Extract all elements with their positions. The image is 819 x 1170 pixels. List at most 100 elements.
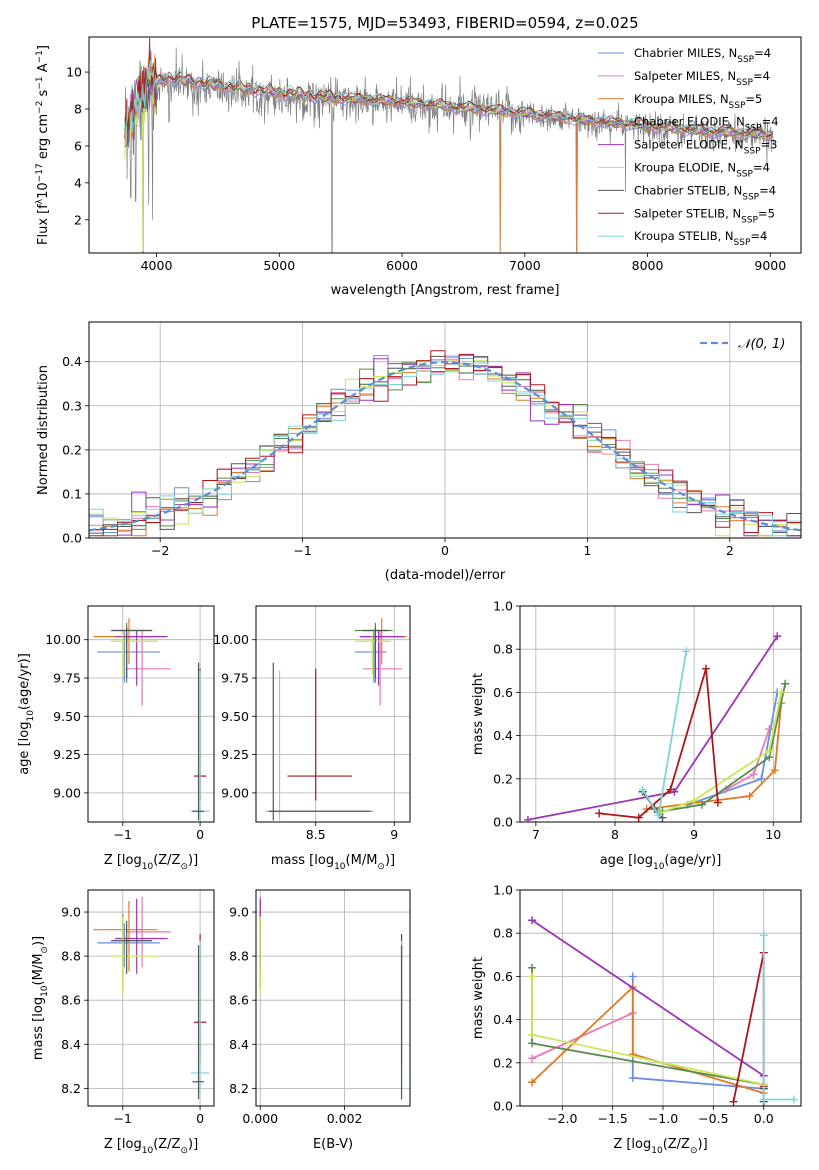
x-tick-label: 0 — [196, 1111, 204, 1126]
plot-area — [265, 618, 407, 821]
x-tick-label: 2 — [726, 543, 734, 558]
y-tick-label: 8.6 — [61, 993, 81, 1008]
model-spectrum-chabrier_stelib — [124, 65, 773, 139]
y-tick-label: 0.4 — [62, 354, 82, 369]
x-tick-label: 5000 — [263, 258, 295, 273]
mass-weight-line-salpeter_stelib — [732, 952, 765, 1102]
residuals-ylabel: Normed distribution — [36, 365, 51, 495]
x-tick-label: −1.0 — [648, 1111, 678, 1126]
x-tick-label: −1 — [114, 1111, 132, 1126]
legend-label-salpeter_miles: Salpeter MILES, NSSP=4 — [634, 69, 770, 88]
marker-salpeter_stelib — [702, 664, 711, 673]
mass-vs-ebv-panel: 0.000 0.002 8.2 8.4 8.6 8.8 9.0 E(B-V) — [229, 889, 411, 1152]
y-tick-label: 9.50 — [53, 709, 81, 724]
y-tick-label: 4 — [74, 175, 82, 190]
marker-kroupa_stelib — [759, 931, 768, 940]
marker-kroupa_miles — [770, 766, 779, 775]
y-tick-label: 9.75 — [53, 671, 81, 686]
y-tick-label: 8.4 — [61, 1037, 81, 1052]
axes-frame — [87, 889, 215, 1107]
legend-label-chabrier_miles: Chabrier MILES, NSSP=4 — [634, 46, 771, 65]
histogram-kroupa_stelib — [89, 362, 801, 537]
plot-area — [89, 350, 801, 537]
model-spectrum-kroupa_elodie — [124, 63, 774, 252]
y-tick-label: 8.2 — [229, 1081, 249, 1096]
y-tick-label: 0.4 — [493, 728, 513, 743]
age-vs-mass-panel: 8.5 9 9.00 9.25 9.50 9.75 10.00 mass [log10(M/M… — [213, 605, 411, 872]
marker-salpeter_stelib — [729, 1097, 738, 1106]
marker-salpeter_elodie — [528, 916, 537, 925]
mass_weight_vs_Z-xlabel: Z [log10(Z/Z⊙)] — [613, 1137, 707, 1156]
y-tick-label: 0.0 — [62, 531, 82, 546]
x-tick-label: 8000 — [632, 258, 664, 273]
plot-area — [124, 37, 775, 253]
y-tick-label: 9.25 — [221, 747, 249, 762]
marker-salpeter_miles — [765, 725, 774, 734]
x-tick-label: −2.0 — [547, 1111, 577, 1126]
marker-kroupa_stelib — [682, 647, 691, 656]
legend-label-salpeter_stelib: Salpeter STELIB, NSSP=5 — [634, 206, 775, 225]
mass-vs-z-panel: −1 0 8.2 8.4 8.6 8.8 9.0 Z [log10(Z/Z⊙)] mass [l… — [31, 889, 215, 1156]
y-tick-label: 0.6 — [493, 969, 513, 984]
marker-chabrier_miles — [628, 972, 637, 981]
mass-weight-vs-z-panel: −2.0 −1.5 −1.0 −0.5 0.0 0.0 0.2 0.4 0.6 0.8 1.0 Z [… — [471, 883, 802, 1156]
marker-kroupa_elodie — [528, 972, 537, 981]
mass-weight-line-chabrier_miles — [687, 692, 779, 806]
y-tick-label: 10.00 — [45, 632, 81, 647]
plot-area — [93, 896, 210, 1100]
legend-label-chabrier_elodie: Chabrier ELODIE, NSSP=4 — [634, 115, 779, 134]
x-tick-label: 0 — [441, 543, 449, 558]
mass-weight-line-chabrier_elodie — [662, 683, 787, 813]
figure-title: PLATE=1575, MJD=53493, FIBERID=0594, z=0… — [251, 14, 638, 32]
mass-weight-line-salpeter_elodie — [531, 919, 765, 1077]
y-tick-label: 0.0 — [493, 1099, 513, 1114]
x-tick-label: 8 — [611, 827, 619, 842]
y-tick-label: 9.75 — [221, 671, 249, 686]
plot-area — [93, 618, 210, 821]
mass-weight-line-kroupa_stelib — [762, 935, 794, 1101]
legend-label-salpeter_elodie: Salpeter ELODIE, NSSP=3 — [634, 138, 777, 157]
y-tick-label: 2 — [74, 212, 82, 227]
plot-area — [528, 916, 798, 1106]
y-tick-label: 8.2 — [61, 1081, 81, 1096]
age_vs_Z-ylabel: age [log10(age/yr)] — [17, 653, 36, 775]
marker-kroupa_stelib — [789, 1095, 798, 1104]
spectrum-panel: 4000 5000 6000 7000 8000 9000 2 4 6 8 10 Chabrier M… — [35, 36, 802, 298]
x-tick-label: 1 — [583, 543, 591, 558]
mass_weight_vs_age-ylabel: mass weight — [471, 673, 486, 755]
marker-chabrier_elodie — [698, 800, 707, 809]
y-tick-label: 8.8 — [229, 949, 249, 964]
y-tick-label: 0.2 — [62, 442, 82, 457]
marker-salpeter_stelib — [634, 813, 643, 822]
x-tick-label: 9 — [390, 827, 398, 842]
y-tick-label: 1.0 — [493, 883, 513, 898]
age_vs_mass-xlabel: mass [log10(M/M⊙)] — [271, 853, 395, 872]
mass-weight-line-kroupa_miles — [646, 703, 783, 810]
normal-curve — [89, 360, 801, 532]
y-tick-label: 9.50 — [221, 709, 249, 724]
plot-area — [523, 632, 790, 822]
axes-frame — [255, 889, 411, 1107]
residuals-panel: −2 −1 0 1 2 0.0 0.1 0.2 0.3 0.4 𝒩(0, 1) (data-model… — [36, 321, 802, 583]
x-tick-label: 6000 — [386, 258, 418, 273]
y-tick-label: 0.2 — [493, 771, 513, 786]
x-tick-label: 0.002 — [327, 1111, 363, 1126]
mass_weight_vs_age-xlabel: age [log10(age/yr)] — [600, 853, 722, 872]
y-tick-label: 8.6 — [229, 993, 249, 1008]
x-tick-label: 0 — [196, 827, 204, 842]
axes-frame — [88, 36, 802, 254]
x-tick-label: 8.5 — [306, 827, 326, 842]
y-tick-label: 10.00 — [213, 632, 249, 647]
mass_vs_EBV-xlabel: E(B-V) — [313, 1137, 353, 1152]
age-vs-z-panel: −1 0 9.00 9.25 9.50 9.75 10.00 Z [log10(Z/Z⊙)] a… — [17, 605, 215, 872]
model-spectrum-kroupa_stelib — [124, 59, 773, 146]
y-tick-label: 0.3 — [62, 398, 82, 413]
y-tick-label: 0.4 — [493, 1012, 513, 1027]
spectrum-legend: Chabrier MILES, NSSP=4 Salpeter MILES, NS… — [598, 46, 779, 248]
y-tick-label: 8.8 — [61, 949, 81, 964]
x-tick-label: 0.000 — [242, 1111, 278, 1126]
axes-frame — [519, 605, 802, 823]
legend-label-chabrier_stelib: Chabrier STELIB, NSSP=4 — [634, 183, 776, 202]
marker-kroupa_elodie — [765, 746, 774, 755]
